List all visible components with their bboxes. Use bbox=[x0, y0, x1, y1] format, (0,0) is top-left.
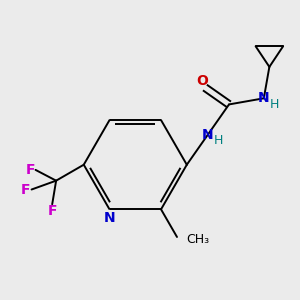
Text: N: N bbox=[202, 128, 214, 142]
Text: F: F bbox=[47, 204, 57, 218]
Text: O: O bbox=[196, 74, 208, 88]
Text: N: N bbox=[258, 91, 270, 105]
Text: H: H bbox=[270, 98, 279, 111]
Text: F: F bbox=[26, 163, 35, 177]
Text: F: F bbox=[21, 182, 30, 197]
Text: N: N bbox=[104, 211, 115, 225]
Text: CH₃: CH₃ bbox=[186, 233, 209, 246]
Text: H: H bbox=[214, 134, 224, 147]
